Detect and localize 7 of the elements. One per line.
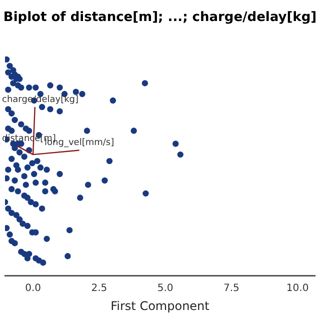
x-tick-label: 0.0 xyxy=(25,283,41,294)
x-tick-label: 7.5 xyxy=(223,283,240,294)
x-tick-label: 10.0 xyxy=(286,283,309,294)
x-tick-label: 2.5 xyxy=(91,283,108,294)
chart-title: Biplot of distance[m]; ...; charge/delay[kg] xyxy=(2,9,318,25)
x-tick-label: 5.0 xyxy=(157,283,174,294)
x-axis-title: First Component xyxy=(110,298,210,313)
